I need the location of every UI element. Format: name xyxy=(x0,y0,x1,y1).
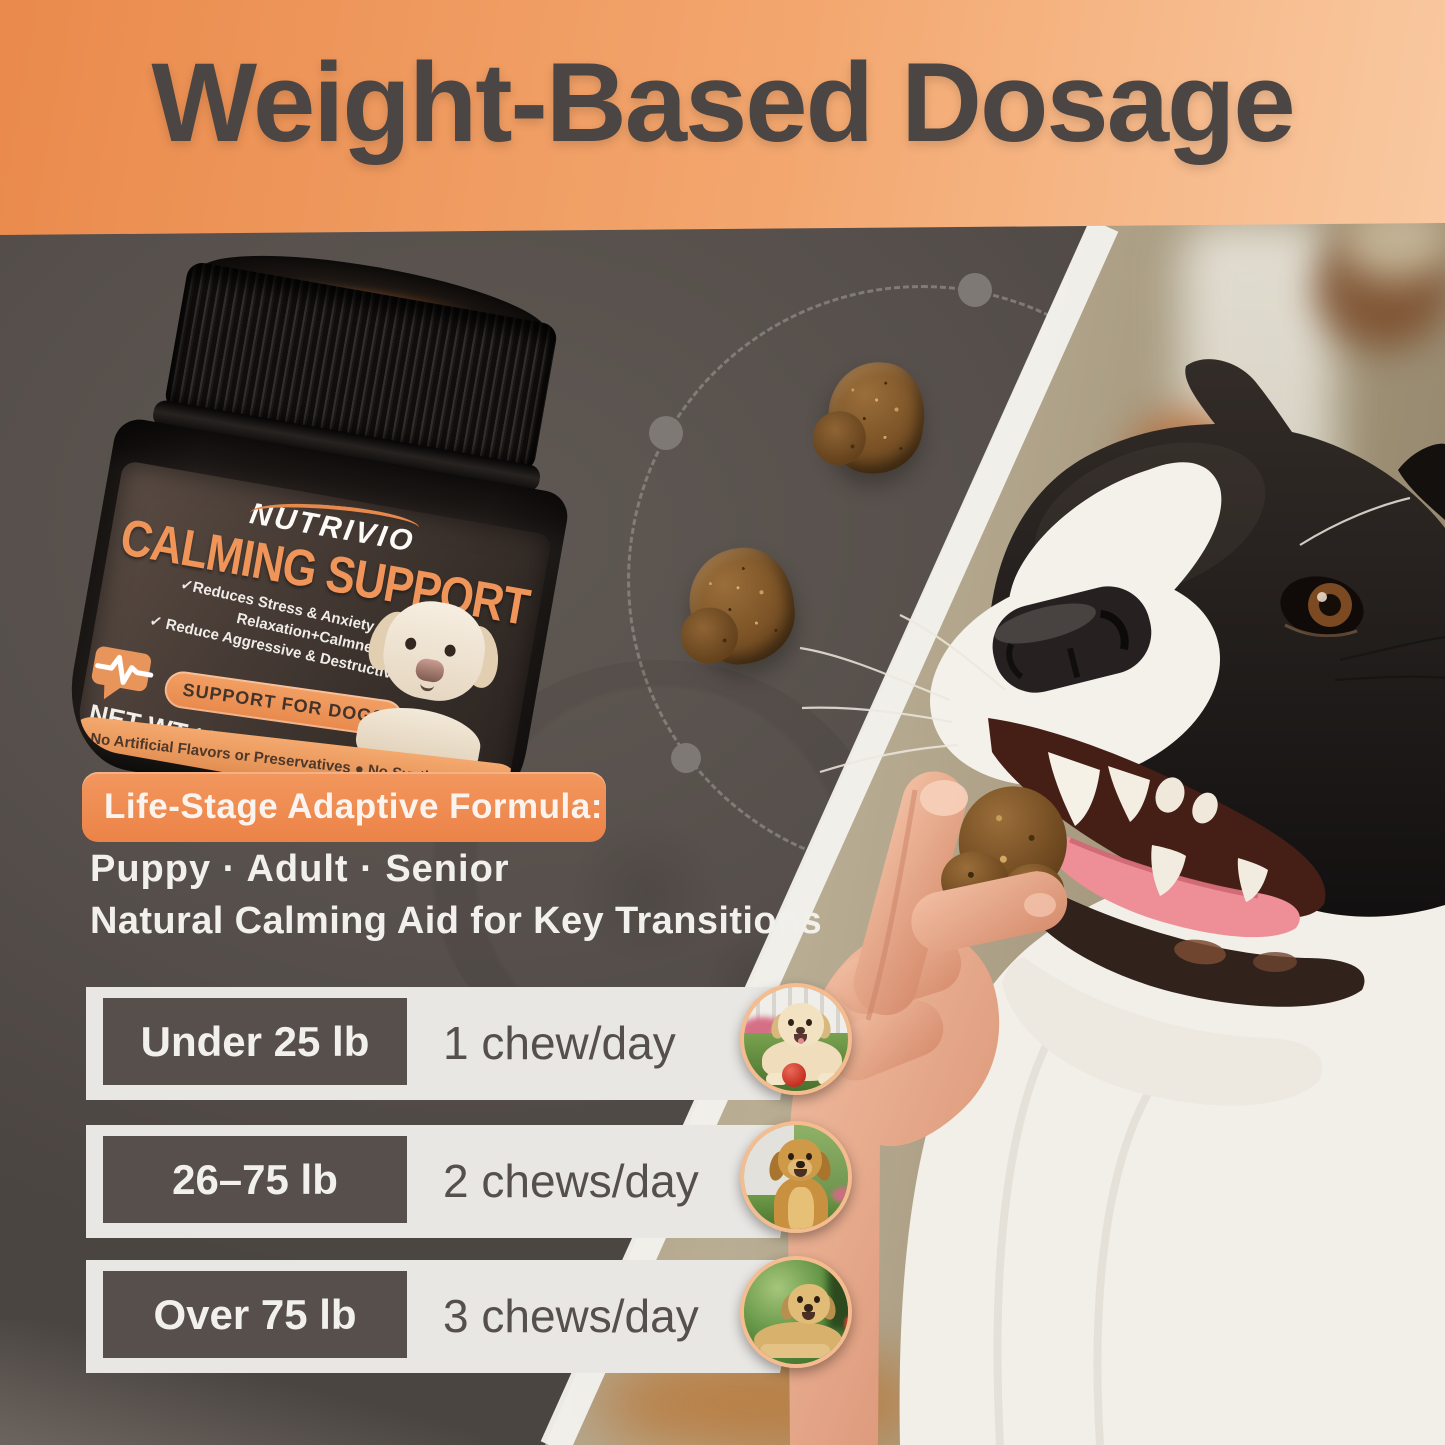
dog-photo-badge-senior xyxy=(740,1256,852,1368)
dosage-row: Under 25 lb 1 chew/day xyxy=(0,983,1445,1100)
dosage-row: 26–75 lb 2 chews/day xyxy=(0,1121,1445,1238)
page-title: Weight-Based Dosage xyxy=(151,40,1295,165)
dose-amount: 3 chews/day xyxy=(443,1290,699,1342)
orbit-dot xyxy=(649,416,683,450)
weight-range: 26–75 lb xyxy=(103,1136,407,1223)
life-stages-line: Puppy · Adult · Senior xyxy=(90,848,510,890)
blurred-orange-jug xyxy=(1128,412,1253,527)
jar-label: NUTRIVIO CALMING SUPPORT ✓Reduces Stress… xyxy=(73,460,553,822)
weight-range: Under 25 lb xyxy=(103,998,407,1085)
dog-photo-badge-adult xyxy=(740,1121,852,1233)
pulse-icon xyxy=(91,646,154,700)
orbit-dot xyxy=(671,743,701,773)
blurred-terracotta-pot xyxy=(1388,555,1445,785)
weight-range: Over 75 lb xyxy=(103,1271,407,1358)
paw-bokeh-pad xyxy=(560,820,730,960)
formula-tagline: Natural Calming Aid for Key Transitions xyxy=(90,900,823,942)
dose-amount: 2 chews/day xyxy=(443,1155,699,1207)
dosage-row: Over 75 lb 3 chews/day xyxy=(0,1256,1445,1373)
product-jar: NUTRIVIO CALMING SUPPORT ✓Reduces Stress… xyxy=(12,236,598,865)
formula-banner: Life-Stage Adaptive Formula: xyxy=(82,772,606,842)
header-banner: Weight-Based Dosage xyxy=(0,0,1445,235)
dog-photo-badge-puppy xyxy=(740,983,852,1095)
orbit-dot xyxy=(958,273,992,307)
dose-amount: 1 chew/day xyxy=(443,1017,676,1069)
